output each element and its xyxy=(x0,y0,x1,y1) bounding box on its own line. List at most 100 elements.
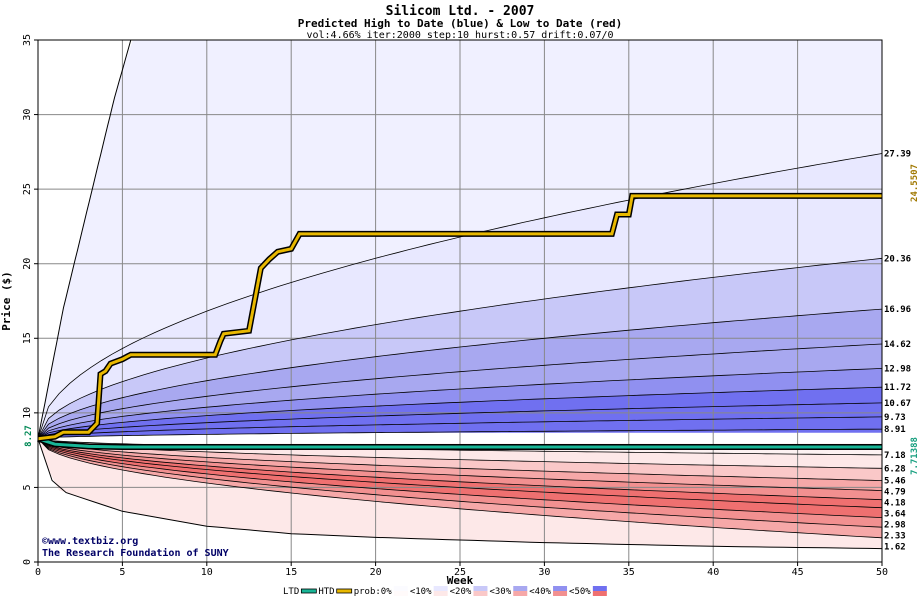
percentile-end-label: 10.67 xyxy=(884,399,911,409)
y-tick-label: 25 xyxy=(22,183,33,195)
percentile-curve xyxy=(37,428,883,440)
legend-bin-swatch xyxy=(513,591,528,596)
red-band xyxy=(38,438,882,549)
legend-swatch xyxy=(393,586,408,591)
percentile-curve xyxy=(37,438,883,501)
legend-bin-swatch xyxy=(473,591,488,596)
y-tick-label: 5 xyxy=(22,484,33,490)
blue-band xyxy=(38,368,882,439)
x-tick-label: 35 xyxy=(623,567,635,578)
percentile-end-label: 4.18 xyxy=(884,499,906,509)
percentile-curve xyxy=(37,438,883,528)
percentile-end-label: 9.73 xyxy=(884,413,906,423)
x-tick-label: 5 xyxy=(119,567,125,578)
htd-end-value: 24.5507 xyxy=(910,164,920,202)
percentile-end-label: 12.98 xyxy=(884,364,911,374)
start-price-label: 8.27 xyxy=(24,425,34,447)
lower-envelope-curve xyxy=(37,438,883,550)
percentile-curve xyxy=(37,386,883,440)
percentile-end-label: 1.62 xyxy=(884,543,906,553)
y-tick-label: 30 xyxy=(22,109,33,121)
x-tick-label: 20 xyxy=(370,567,382,578)
grid xyxy=(38,40,882,562)
legend-bin-swatch xyxy=(553,591,568,596)
upper-envelope-curve xyxy=(37,39,132,439)
percentile-end-label: 5.46 xyxy=(884,477,906,487)
ltd-end-value: 7.71388 xyxy=(910,437,920,475)
legend-bin-label: <10% xyxy=(410,587,432,597)
percentile-curve xyxy=(37,153,883,439)
blue-band xyxy=(38,344,882,439)
legend-bin-swatch xyxy=(433,591,448,596)
credit-line-2: The Research Foundation of SUNY xyxy=(42,547,229,559)
percentile-curves xyxy=(37,39,883,550)
red-band xyxy=(38,438,882,491)
percentile-end-label: 7.18 xyxy=(884,451,906,461)
percentile-end-label: 11.72 xyxy=(884,383,911,393)
legend-htd-swatch xyxy=(336,588,353,594)
legend-bin-label: <20% xyxy=(450,587,472,597)
legend-bin-swatch xyxy=(433,586,448,591)
legend-bin-swatch xyxy=(553,586,568,591)
x-tick-label: 10 xyxy=(201,567,213,578)
percentile-end-label: 14.62 xyxy=(884,340,911,350)
x-axis-title: Week xyxy=(447,574,474,587)
percentile-curve xyxy=(37,438,883,481)
percentile-curve xyxy=(37,368,883,440)
series-lines xyxy=(37,192,882,450)
percentile-end-label: 2.98 xyxy=(884,521,906,531)
percentile-end-label: 4.79 xyxy=(884,488,906,498)
legend-swatch xyxy=(393,591,408,596)
percentile-end-label: 3.64 xyxy=(884,510,906,520)
percentile-curve xyxy=(37,438,883,539)
x-tick-label: 25 xyxy=(454,567,466,578)
percentile-end-label: 2.33 xyxy=(884,532,906,542)
legend-bin-swatch xyxy=(592,591,607,596)
blue-band xyxy=(38,258,882,439)
chart-params: vol:4.66% iter:2000 step:10 hurst:0.57 d… xyxy=(306,30,613,41)
legend-bin-swatch xyxy=(592,586,607,591)
x-tick-label: 0 xyxy=(35,567,41,578)
y-tick-label: 20 xyxy=(22,258,33,270)
percentile-curve xyxy=(37,308,883,439)
percentile-end-label: 16.96 xyxy=(884,305,911,315)
percentile-curve xyxy=(37,438,883,491)
legend-ltd-swatch xyxy=(300,588,317,594)
axes: 0 5 10 15 20 25 30 35 40 45 50 0 5 10 15 20 25 30 35 xyxy=(22,34,888,578)
ltd-line xyxy=(37,437,882,449)
blue-band xyxy=(38,40,882,439)
legend-bin-swatch xyxy=(473,586,488,591)
chart-title: Silicom Ltd. - 2007 xyxy=(386,4,535,19)
legend-bin-label: <40% xyxy=(529,587,551,597)
legend-prob-label: prob:0% xyxy=(354,587,393,597)
percentile-end-label: 8.91 xyxy=(884,425,906,435)
percentile-curve xyxy=(37,438,883,509)
y-tick-label: 10 xyxy=(22,407,33,419)
legend-htd-label: HTD xyxy=(318,587,334,597)
blue-band xyxy=(38,429,882,439)
x-tick-label: 45 xyxy=(792,567,804,578)
percentile-curve xyxy=(37,438,883,469)
x-tick-label: 50 xyxy=(876,567,888,578)
percentile-end-label: 6.28 xyxy=(884,464,906,474)
red-band xyxy=(38,438,882,500)
y-axis-title: Price ($) xyxy=(0,271,13,331)
x-tick-label: 30 xyxy=(538,567,550,578)
percentile-end-label: 20.36 xyxy=(884,254,911,264)
chart-subtitle: Predicted High to Date (blue) & Low to D… xyxy=(298,17,623,30)
y-tick-label: 35 xyxy=(22,34,33,46)
legend: LTD HTD prob:0% <10% <20% <30% <40% <50% xyxy=(283,586,607,597)
legend-bin-label: <50% xyxy=(569,587,591,597)
right-value-labels: 27.39 20.36 16.96 14.62 12.98 11.72 10.67 9.73 8… xyxy=(884,149,911,552)
htd-line xyxy=(37,194,882,441)
percentile-curve xyxy=(37,438,883,518)
y-tick-label: 0 xyxy=(22,559,33,565)
blue-band xyxy=(38,309,882,439)
percentile-curve xyxy=(37,257,883,439)
percentile-end-label: 27.39 xyxy=(884,149,911,159)
y-tick-label: 15 xyxy=(22,332,33,344)
percentile-curve xyxy=(37,343,883,439)
credit-line-1: ©www.textbiz.org xyxy=(42,535,138,547)
x-tick-label: 40 xyxy=(707,567,719,578)
